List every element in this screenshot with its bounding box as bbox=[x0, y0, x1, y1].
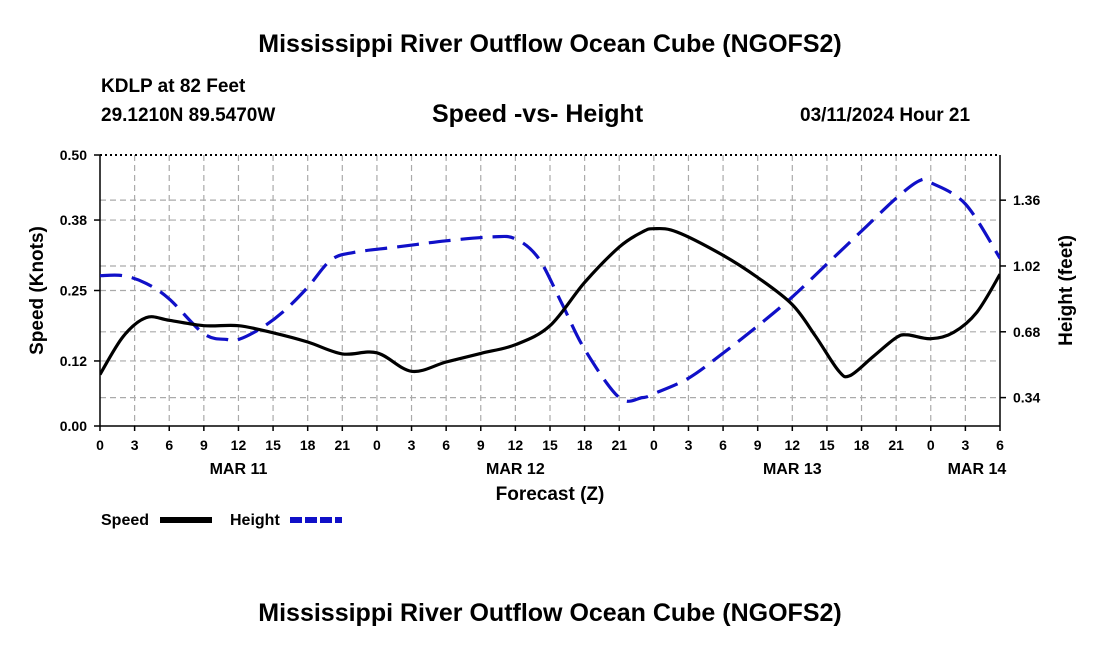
x-tick-label: 3 bbox=[685, 437, 693, 453]
date-label: MAR 13 bbox=[763, 461, 822, 478]
right-axis-title: Height (feet) bbox=[1056, 235, 1077, 346]
left-tick-label: 0.50 bbox=[60, 147, 87, 163]
chart-main-title: Mississippi River Outflow Ocean Cube (NG… bbox=[258, 30, 842, 58]
station-coordinates: 29.1210N 89.5470W bbox=[101, 105, 276, 126]
speed-series-line bbox=[100, 226, 1000, 379]
station-label: KDLP at 82 Feet bbox=[101, 76, 246, 97]
x-tick-label: 0 bbox=[927, 437, 935, 453]
x-tick-label: 0 bbox=[96, 437, 104, 453]
x-tick-label: 15 bbox=[265, 437, 281, 453]
x-tick-label: 15 bbox=[542, 437, 558, 453]
left-tick-label: 0.38 bbox=[60, 212, 87, 228]
x-tick-label: 0 bbox=[650, 437, 658, 453]
legend-speed-label: Speed bbox=[101, 512, 149, 529]
date-label: MAR 12 bbox=[486, 461, 545, 478]
chart-axes: 0 3 6 9 12 15 18 21 0 3 6 9 12 15 18 21 0 3 6 9 12 15 18 21 0 3 6 M… bbox=[27, 147, 1077, 505]
x-tick-label: 15 bbox=[819, 437, 835, 453]
x-tick-label: 6 bbox=[442, 437, 450, 453]
right-tick-label: 0.34 bbox=[1013, 390, 1040, 406]
x-tick-label: 18 bbox=[854, 437, 870, 453]
x-tick-label: 3 bbox=[408, 437, 416, 453]
x-tick-label: 21 bbox=[335, 437, 351, 453]
right-tick-label: 1.36 bbox=[1013, 192, 1040, 208]
x-tick-label: 9 bbox=[200, 437, 208, 453]
x-tick-label: 6 bbox=[719, 437, 727, 453]
date-label: MAR 11 bbox=[210, 461, 268, 478]
forecast-datetime: 03/11/2024 Hour 21 bbox=[800, 105, 971, 126]
left-tick-label: 0.12 bbox=[60, 353, 87, 369]
left-tick-label: 0.00 bbox=[60, 418, 87, 434]
x-tick-label: 21 bbox=[888, 437, 904, 453]
right-tick-label: 0.68 bbox=[1013, 324, 1040, 340]
x-tick-label: 12 bbox=[785, 437, 801, 453]
x-tick-label: 3 bbox=[131, 437, 139, 453]
chart-gridlines bbox=[100, 155, 1000, 426]
x-axis-title: Forecast (Z) bbox=[496, 484, 605, 505]
chart-footer-title: Mississippi River Outflow Ocean Cube (NG… bbox=[258, 599, 842, 627]
x-tick-label: 6 bbox=[996, 437, 1004, 453]
legend-height-label: Height bbox=[230, 512, 280, 529]
x-tick-label: 3 bbox=[961, 437, 969, 453]
right-tick-label: 1.02 bbox=[1013, 258, 1040, 274]
x-tick-label: 9 bbox=[477, 437, 485, 453]
left-tick-label: 0.25 bbox=[60, 283, 87, 299]
x-tick-label: 12 bbox=[508, 437, 524, 453]
height-series-line bbox=[100, 177, 1000, 403]
chart-legend: Speed Height bbox=[101, 512, 342, 529]
date-label: MAR 14 bbox=[948, 461, 1007, 478]
x-tick-label: 12 bbox=[231, 437, 247, 453]
left-axis-title: Speed (Knots) bbox=[27, 226, 48, 355]
x-tick-label: 18 bbox=[300, 437, 316, 453]
x-tick-label: 6 bbox=[165, 437, 173, 453]
x-tick-label: 0 bbox=[373, 437, 381, 453]
x-tick-label: 9 bbox=[754, 437, 762, 453]
chart-subtitle: Speed -vs- Height bbox=[432, 100, 644, 128]
series-layer bbox=[100, 177, 1000, 403]
x-tick-label: 18 bbox=[577, 437, 593, 453]
x-tick-label: 21 bbox=[611, 437, 627, 453]
